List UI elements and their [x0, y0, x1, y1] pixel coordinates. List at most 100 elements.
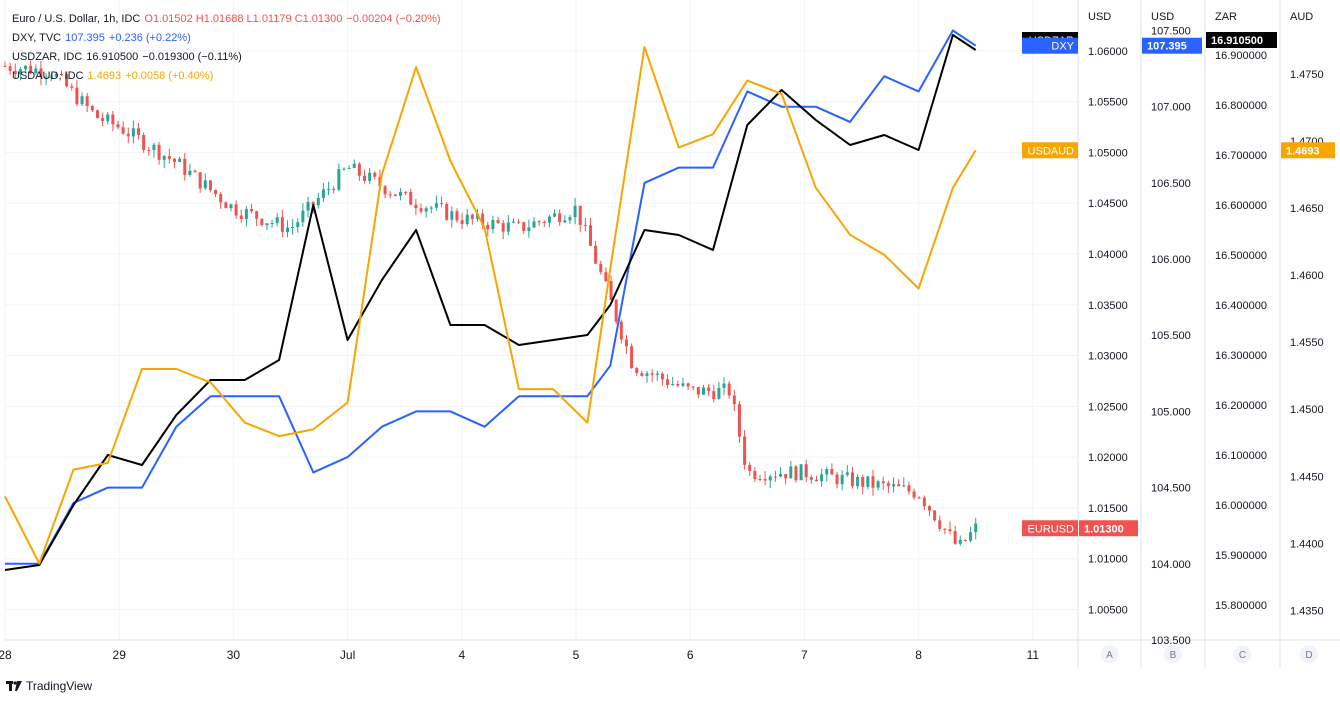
axis-tick-c: 16.000000	[1215, 500, 1267, 512]
candle-body	[142, 135, 146, 150]
axis-tick-a: 1.02000	[1088, 452, 1128, 464]
candle-body	[111, 114, 115, 125]
axis-tick-b: 104.500	[1151, 483, 1191, 495]
axis-tick-a: 1.04000	[1088, 249, 1128, 261]
candle-body	[280, 217, 284, 232]
candle-body	[768, 476, 772, 481]
candle-body	[250, 208, 254, 212]
footer-branding[interactable]: TradingView	[6, 679, 92, 693]
axis-tick-d: 1.4550	[1290, 337, 1324, 349]
tradingview-logo-icon	[6, 680, 22, 691]
candle-body	[958, 539, 962, 544]
candle-body	[265, 223, 269, 226]
candle-body	[106, 114, 110, 122]
axis-tick-c: 16.800000	[1215, 100, 1267, 112]
candle-body	[938, 520, 942, 529]
candle-body	[183, 158, 187, 175]
last-value-tag	[1142, 37, 1202, 54]
candle-body	[707, 387, 711, 392]
candle-body	[383, 186, 387, 195]
candle-body	[861, 477, 865, 487]
x-tick-label: 5	[573, 648, 580, 662]
series-line-usdaud	[4, 46, 977, 565]
candle-body	[737, 404, 741, 437]
candle-body	[234, 204, 238, 216]
candle-body	[465, 214, 469, 225]
axis-tick-a: 1.01000	[1088, 554, 1128, 566]
candle-body	[773, 476, 777, 478]
candle-body	[162, 155, 166, 160]
candle-body	[881, 481, 885, 484]
candle-body	[686, 383, 690, 387]
axis-tick-b: 105.500	[1151, 330, 1191, 342]
legend-row-usdzar: USDZAR, IDC 16.910500 −0.019300 (−0.11%)	[12, 48, 445, 67]
candle-body	[542, 221, 546, 223]
axis-tick-c: 15.800000	[1215, 600, 1267, 612]
candle-body	[34, 68, 38, 74]
candle-body	[470, 214, 474, 219]
x-tick-label: 7	[801, 648, 808, 662]
candle-body	[974, 523, 978, 533]
axis-tick-d: 1.4500	[1290, 404, 1324, 416]
candle-body	[301, 210, 305, 223]
candle-body	[712, 391, 716, 399]
candle-body	[90, 105, 94, 111]
candle-body	[393, 194, 397, 196]
candle-body	[969, 532, 973, 541]
candle-body	[481, 213, 485, 225]
candle-body	[285, 227, 289, 232]
candle-body	[244, 208, 248, 220]
axis-tick-c: 16.100000	[1215, 450, 1267, 462]
candle-body	[804, 464, 808, 478]
candle-body	[532, 221, 536, 228]
candle-body	[933, 510, 937, 521]
last-value-text: 1.01300	[1084, 523, 1124, 535]
last-value-tag	[1206, 32, 1277, 48]
candle-body	[496, 219, 500, 224]
candle-body	[594, 245, 598, 264]
candle-body	[29, 65, 33, 74]
candle-body	[188, 170, 192, 175]
candle-body	[558, 213, 562, 223]
axis-tick-c: 16.900000	[1215, 50, 1267, 62]
candle-body	[342, 168, 346, 170]
candle-body	[373, 172, 377, 177]
axis-scale-button	[1164, 645, 1182, 663]
candle-body	[511, 221, 515, 223]
candle-body	[260, 218, 264, 226]
candle-body	[229, 204, 233, 209]
candle-body	[116, 124, 120, 128]
candle-body	[820, 474, 824, 482]
candle-body	[748, 464, 752, 471]
candle-body	[866, 476, 870, 487]
legend-usdzar-change: −0.019300 (−0.11%)	[142, 51, 242, 63]
candle-body	[445, 203, 449, 220]
candle-body	[429, 207, 433, 209]
x-tick-label: 30	[227, 648, 241, 662]
legend-usdaud-value: 1.4693	[87, 70, 122, 82]
last-name-text: EURUSD	[1028, 523, 1075, 535]
candle-body	[666, 379, 670, 386]
axis-unit-b: USD	[1151, 11, 1174, 23]
axis-unit-d: AUD	[1290, 11, 1313, 23]
candle-body	[409, 191, 413, 205]
candle-body	[809, 477, 813, 480]
candle-body	[311, 201, 315, 206]
candle-body	[178, 158, 182, 162]
candle-body	[922, 497, 926, 507]
candle-body	[296, 222, 300, 227]
candle-body	[101, 118, 105, 122]
footer-brand-name: TradingView	[26, 679, 93, 693]
candle-body	[316, 198, 320, 206]
candle-body	[743, 436, 747, 465]
candle-body	[963, 539, 967, 541]
candle-body	[840, 474, 844, 485]
candle-body	[501, 223, 505, 232]
candle-body	[214, 189, 218, 195]
legend-usdaud-change: +0.0058 (+0.40%)	[125, 70, 214, 82]
candle-body	[583, 224, 587, 226]
candle-body	[609, 281, 613, 300]
candle-body	[953, 531, 957, 544]
candle-body	[568, 217, 572, 221]
